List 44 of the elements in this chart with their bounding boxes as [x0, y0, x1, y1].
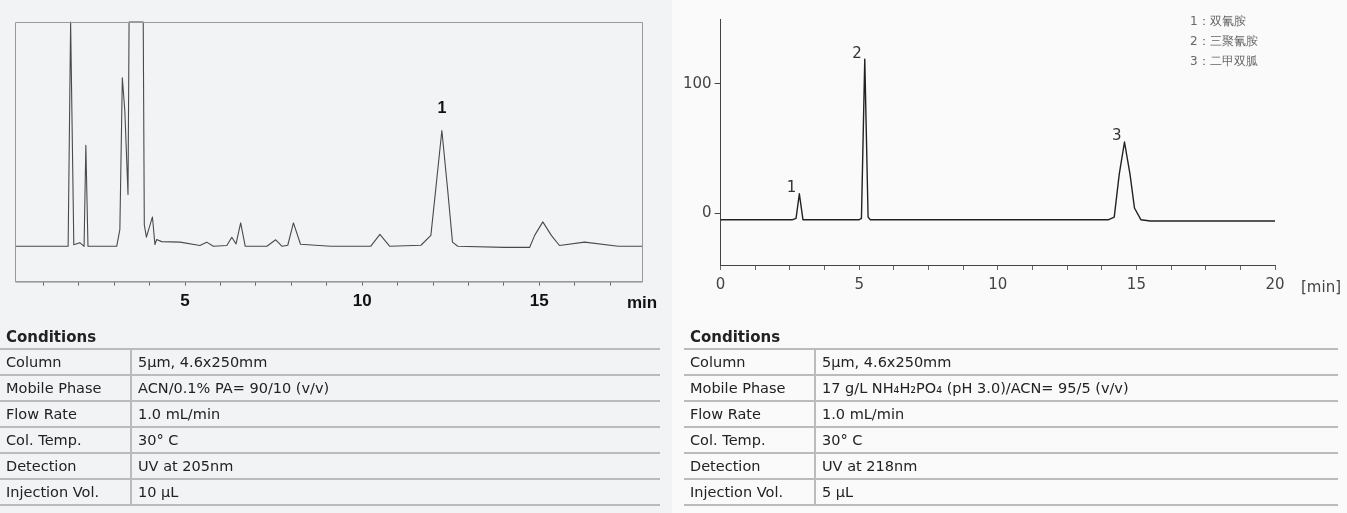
text: 1.0 mL/min	[131, 401, 660, 427]
text: Column	[684, 349, 815, 375]
text: 5 μL	[815, 479, 1338, 505]
text: 30° C	[815, 427, 1338, 453]
annotation: 3：二甲双胍	[1190, 54, 1258, 69]
text: Col. Temp.	[684, 427, 815, 453]
annotation: 1	[437, 98, 447, 116]
text: Column	[0, 349, 131, 375]
text: Injection Vol.	[0, 479, 131, 505]
text: Flow Rate	[684, 401, 815, 427]
annotation: 1：双氰胺	[1190, 14, 1246, 29]
x-tick-label: 15	[1126, 274, 1146, 293]
text: Conditions	[690, 328, 782, 346]
x-tick-label: 10	[352, 291, 372, 311]
x-tick-label: 0	[715, 274, 726, 293]
text: Flow Rate	[0, 401, 131, 427]
x-tick-label: 20	[1265, 274, 1285, 293]
text: Conditions	[6, 328, 98, 346]
text: 17 g/L NH₄H₂PO₄ (pH 3.0)/ACN= 95/5 (v/v)	[815, 375, 1338, 401]
text: Mobile Phase	[0, 375, 131, 401]
annotation: 2：三聚氰胺	[1190, 34, 1258, 49]
x-axis-title: [min]	[1301, 277, 1341, 296]
y-tick-label: 100	[682, 73, 712, 92]
text: 5μm, 4.6x250mm	[815, 349, 1338, 375]
x-axis-title: min	[626, 293, 658, 313]
text: 1.0 mL/min	[815, 401, 1338, 427]
annotation: 3	[1111, 126, 1122, 145]
text: Injection Vol.	[684, 479, 815, 505]
text: UV at 205nm	[131, 453, 660, 479]
text: Col. Temp.	[0, 427, 131, 453]
text: Detection	[684, 453, 815, 479]
text: Detection	[0, 453, 131, 479]
x-tick-label: 5	[180, 291, 190, 311]
annotation: 1	[786, 178, 797, 197]
text: ACN/0.1% PA= 90/10 (v/v)	[131, 375, 660, 401]
text: Mobile Phase	[684, 375, 815, 401]
text: 30° C	[131, 427, 660, 453]
x-tick-label: 5	[854, 274, 864, 293]
text: 10 μL	[131, 479, 660, 505]
text: 5μm, 4.6x250mm	[131, 349, 660, 375]
x-tick-label: 10	[988, 274, 1008, 293]
text: UV at 218nm	[815, 453, 1338, 479]
x-tick-label: 15	[529, 291, 549, 311]
annotation: 2	[852, 43, 862, 62]
